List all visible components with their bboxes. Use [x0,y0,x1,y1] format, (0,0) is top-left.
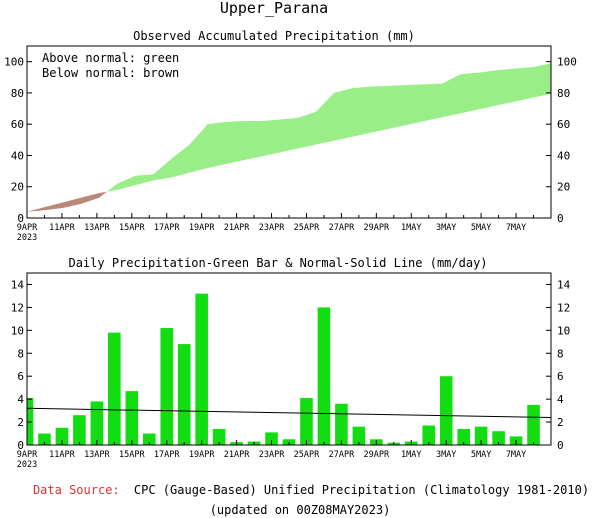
x-year-label: 2023 [17,460,37,470]
y-tick-label-right: 100 [557,56,577,69]
x-tick-label: 29APR [364,450,390,460]
x-tick-label: 3MAY [436,450,456,460]
x-tick-label: 17APR [154,450,180,460]
y-tick-label-left: 0 [17,439,24,452]
above-normal-area [107,63,551,192]
daily-precip-bar [27,397,34,445]
x-tick-label: 11APR [49,223,75,233]
x-tick-label: 17APR [154,223,180,233]
daily-precip-bar [265,432,278,445]
y-tick-label-right: 2 [557,416,564,429]
y-tick-label-left: 60 [11,118,24,131]
y-tick-label-left: 6 [17,370,24,383]
daily-precip-bar [352,426,366,445]
x-tick-label: 27APR [329,223,355,233]
y-tick-label-right: 0 [557,439,564,452]
x-tick-label: 13APR [84,223,110,233]
daily-precip-bar [335,403,348,445]
y-tick-label-left: 80 [11,87,24,100]
x-tick-label: 27APR [329,450,355,460]
x-tick-label: 1MAY [401,450,421,460]
y-tick-label-right: 40 [557,149,570,162]
x-tick-label: 21APR [224,450,250,460]
y-tick-label-right: 20 [557,181,570,194]
daily-precip-bar [38,433,51,445]
x-tick-label: 15APR [119,450,145,460]
x-tick-label: 11APR [49,450,75,460]
x-tick-label: 9APR [17,450,38,460]
y-tick-label-left: 4 [17,393,24,406]
daily-precip-bar [125,391,139,445]
x-tick-label: 7MAY [506,223,526,233]
footer-source: Data Source: CPC (Gauge-Based) Unified P… [33,483,589,497]
x-tick-label: 5MAY [471,450,491,460]
y-tick-label-left: 14 [11,278,25,291]
x-tick-label: 1MAY [401,223,421,233]
daily-precip-bar [73,415,86,445]
daily-precip-bar [142,433,156,445]
y-tick-label-right: 0 [557,212,564,225]
x-tick-label: 23APR [259,450,285,460]
daily-precip-bar [108,332,121,445]
daily-precip-bar [439,376,453,445]
daily-precip-bar [160,328,174,445]
x-tick-label: 3MAY [436,223,456,233]
footer-updated: (updated on 00Z08MAY2023) [210,503,391,517]
daily-precip-bar [212,428,226,445]
daily-precip-bar [300,397,313,445]
x-tick-label: 19APR [189,450,215,460]
daily-precip-bar [317,307,331,445]
y-tick-label-left: 10 [11,324,24,337]
daily-precip-chart: Daily Precipitation-Green Bar & Normal-S… [11,256,571,470]
y-tick-label-right: 10 [557,324,570,337]
legend-entry: Below normal: brown [42,66,179,80]
y-tick-label-left: 0 [17,212,24,225]
y-tick-label-left: 8 [17,347,24,360]
y-tick-label-right: 60 [557,118,570,131]
x-tick-label: 15APR [119,223,145,233]
y-tick-label-left: 12 [11,301,24,314]
y-tick-label-right: 6 [557,370,564,383]
daily-precip-bar [195,293,208,445]
page-title: Upper_Parana [220,0,328,17]
normal-line [26,407,552,418]
y-tick-label-left: 2 [17,416,24,429]
y-tick-label-right: 8 [557,347,564,360]
x-year-label: 2023 [17,233,37,243]
footer-source-label: Data Source: [33,483,120,497]
below-normal-area [27,191,108,212]
x-tick-label: 19APR [189,223,215,233]
y-tick-label-right: 14 [557,278,571,291]
x-tick-label: 21APR [224,223,250,233]
y-tick-label-right: 4 [557,393,564,406]
x-tick-label: 7MAY [506,450,526,460]
y-tick-label-right: 12 [557,301,570,314]
x-tick-label: 25APR [294,450,320,460]
chart2-frame [26,272,552,446]
daily-precip-bar [527,404,540,445]
y-tick-label-left: 20 [11,181,24,194]
daily-precip-bar [90,401,104,445]
x-tick-label: 23APR [259,223,285,233]
chart1-title: Observed Accumulated Precipitation (mm) [133,29,415,43]
chart2-title: Daily Precipitation-Green Bar & Normal-S… [68,256,487,270]
y-tick-label-left: 100 [4,56,24,69]
daily-precip-bar [177,344,191,445]
footer-source-text: CPC (Gauge-Based) Unified Precipitation … [134,483,589,497]
daily-precip-bar [55,427,69,445]
accumulated-precip-chart: Observed Accumulated Precipitation (mm) … [4,29,577,243]
legend-entry: Above normal: green [42,51,179,65]
x-tick-label: 13APR [84,450,110,460]
x-tick-label: 9APR [17,223,38,233]
x-tick-label: 5MAY [471,223,491,233]
daily-precip-bar [457,428,470,445]
daily-precip-bar [474,426,488,445]
x-tick-label: 25APR [294,223,320,233]
y-tick-label-right: 80 [557,87,570,100]
daily-precip-bar [492,431,505,445]
x-tick-label: 29APR [364,223,390,233]
y-tick-label-left: 40 [11,149,24,162]
daily-precip-bar [422,425,436,445]
